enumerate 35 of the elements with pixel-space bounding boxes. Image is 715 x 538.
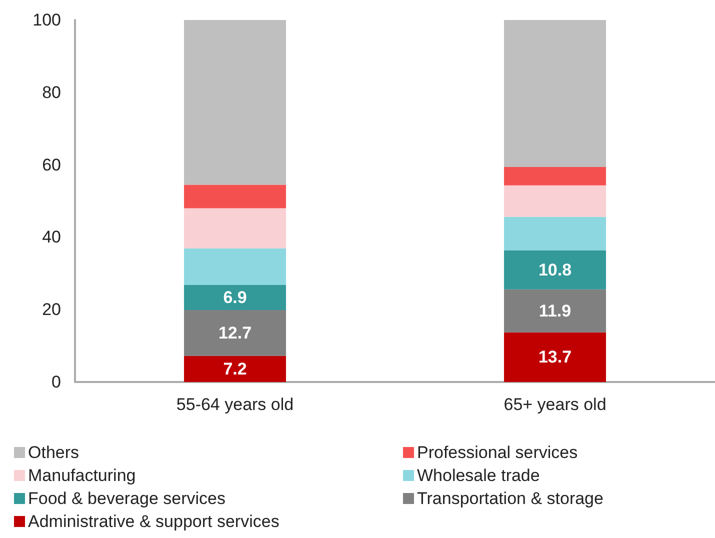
bar	[184, 284, 286, 310]
bar	[504, 166, 606, 186]
data-label: 7.2	[223, 359, 247, 378]
y-tick-label: 0	[52, 372, 61, 392]
data-label: 6.9	[223, 288, 247, 307]
data-label: 13.7	[538, 348, 572, 367]
x-tick-label: 55-64 years old	[176, 395, 294, 414]
legend-label: Manufacturing	[28, 466, 136, 485]
bar	[504, 332, 606, 382]
legend-label: Administrative & support services	[28, 512, 280, 531]
x-tick-label: 65+ years old	[504, 395, 606, 414]
bar	[504, 185, 606, 217]
y-tick-label: 100	[32, 10, 61, 30]
legend-label: Transportation & storage	[417, 489, 604, 508]
bar	[184, 356, 286, 382]
legend-label: Food & beverage services	[28, 489, 226, 508]
legend-label: Others	[28, 443, 80, 462]
bar	[504, 20, 606, 167]
bar	[184, 208, 286, 248]
bar	[504, 216, 606, 250]
bar	[184, 248, 286, 285]
bar	[184, 20, 286, 185]
bar	[184, 310, 286, 356]
bar	[504, 250, 606, 290]
data-label: 12.7	[218, 323, 252, 342]
data-label: 10.8	[538, 260, 572, 280]
y-tick-label: 60	[42, 155, 61, 174]
y-tick-label: 40	[42, 228, 61, 247]
legend-label: Wholesale trade	[417, 466, 540, 485]
y-tick-label: 80	[42, 82, 61, 102]
data-label: 11.9	[538, 301, 572, 320]
y-tick-label: 20	[42, 300, 61, 320]
bar	[504, 289, 606, 332]
legend-label: Professional services	[417, 443, 578, 462]
bar	[184, 184, 286, 208]
